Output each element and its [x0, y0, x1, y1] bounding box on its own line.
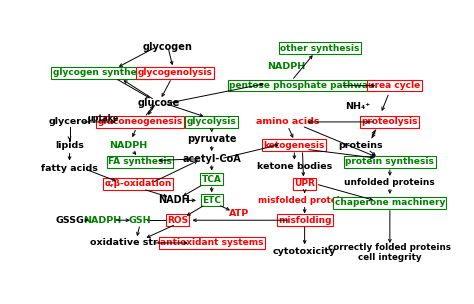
Text: ketone bodies: ketone bodies	[257, 162, 332, 171]
Text: correctly folded proteins
cell integrity: correctly folded proteins cell integrity	[328, 243, 451, 262]
Text: gluconeogenesis: gluconeogenesis	[98, 117, 182, 126]
Text: GSH: GSH	[128, 216, 151, 225]
Text: TCA: TCA	[202, 175, 222, 184]
Text: NADH: NADH	[158, 195, 190, 205]
Text: misfolded proteins: misfolded proteins	[258, 196, 351, 205]
Text: proteolysis: proteolysis	[362, 117, 418, 126]
Text: lipids: lipids	[55, 141, 84, 150]
Text: NH₄⁺: NH₄⁺	[345, 102, 370, 111]
Text: glycerol: glycerol	[48, 117, 91, 126]
Text: glycolysis: glycolysis	[187, 117, 237, 126]
Text: unfolded proteins: unfolded proteins	[345, 178, 435, 187]
Text: ATP: ATP	[229, 209, 249, 218]
Text: glycogenolysis: glycogenolysis	[137, 68, 212, 77]
Text: α,β-oxidation: α,β-oxidation	[105, 179, 172, 188]
Text: antioxidant systems: antioxidant systems	[160, 238, 264, 247]
Text: proteins: proteins	[338, 141, 383, 150]
Text: glycogen: glycogen	[143, 42, 192, 52]
Text: urea cycle: urea cycle	[368, 81, 420, 90]
Text: NADPH: NADPH	[267, 62, 305, 71]
Text: GSSG: GSSG	[55, 216, 84, 225]
Text: oxidative stress: oxidative stress	[90, 238, 175, 247]
Text: UPR: UPR	[294, 179, 315, 188]
Text: ketogenesis: ketogenesis	[264, 141, 325, 150]
Text: cytotoxicity: cytotoxicity	[273, 247, 336, 256]
Text: other synthesis: other synthesis	[281, 44, 360, 53]
Text: NADPH: NADPH	[83, 216, 122, 225]
Text: pentose phosphate pathway: pentose phosphate pathway	[229, 81, 374, 90]
Text: ETC: ETC	[202, 196, 221, 205]
Text: acetyl-CoA: acetyl-CoA	[182, 154, 241, 164]
Text: chaperone machinery: chaperone machinery	[335, 198, 445, 207]
Text: glycogen synthesis: glycogen synthesis	[53, 68, 150, 77]
Text: NADPH: NADPH	[109, 141, 147, 150]
Text: protein synthesis: protein synthesis	[346, 157, 434, 166]
Text: amino acids: amino acids	[256, 117, 319, 126]
Text: glucose: glucose	[138, 98, 180, 108]
Text: fatty acids: fatty acids	[41, 164, 98, 173]
Text: uptake: uptake	[87, 114, 118, 123]
Text: misfolding: misfolding	[278, 216, 331, 225]
Text: pyruvate: pyruvate	[187, 134, 237, 144]
Text: FA synthesis: FA synthesis	[108, 157, 172, 166]
Text: ROS: ROS	[167, 216, 188, 225]
